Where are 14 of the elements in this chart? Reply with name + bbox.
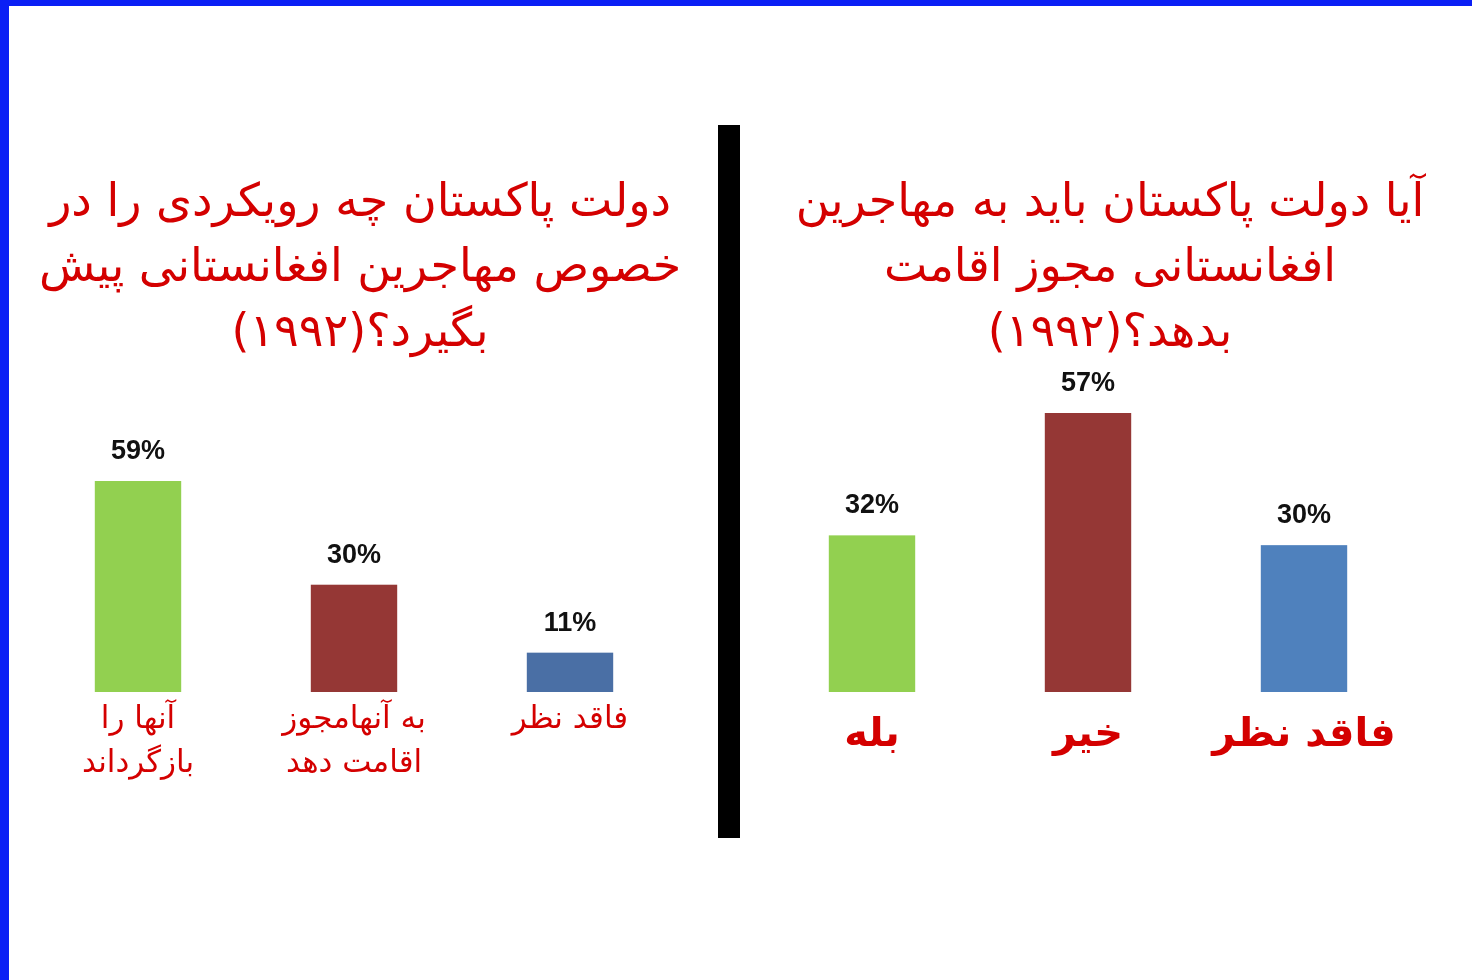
- value-label: 30%: [327, 538, 381, 569]
- title: دولت پاکستان چه رویکردی را در خصوص مهاجرین افغانستانی پیش بگیرد؟(۱۹۹۲): [38, 173, 682, 357]
- x-label: به آنهامجوز اقامت دهد: [282, 699, 426, 779]
- x-label: خیر: [1053, 709, 1123, 755]
- x-label: آنها را بازگرداند: [81, 699, 195, 779]
- value-label: 11%: [543, 606, 597, 637]
- x-label: فاقد نظر: [1212, 709, 1396, 755]
- x-label: فاقد نظر: [511, 699, 629, 735]
- title: آیا دولت پاکستان باید به مهاجرین افغانستانی مجوز اقامت بدهد؟(۱۹۹۲): [795, 173, 1425, 357]
- value-label: 30%: [1277, 499, 1331, 530]
- x-label: بله: [844, 709, 900, 755]
- value-label: 59%: [111, 435, 165, 465]
- value-label: 57%: [1061, 367, 1115, 397]
- value-label: 32%: [845, 489, 899, 520]
